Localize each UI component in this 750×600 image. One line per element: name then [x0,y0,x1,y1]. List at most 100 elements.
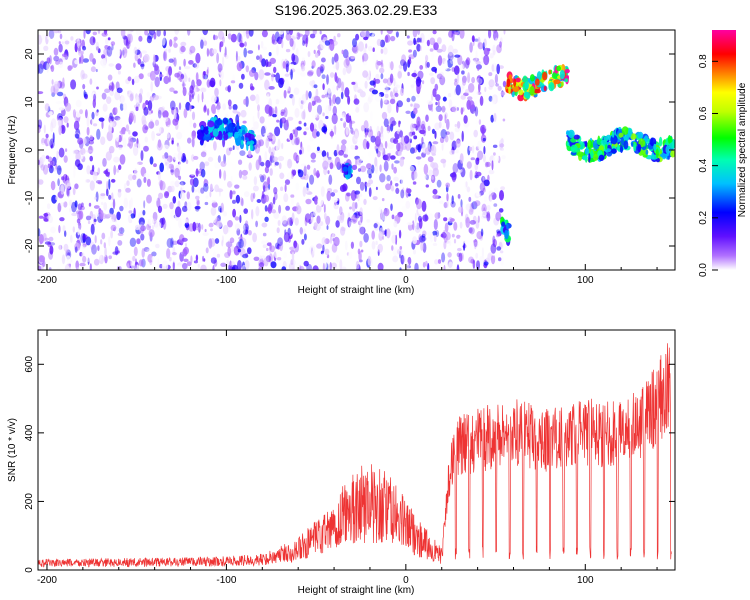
spectrogram-noise-blob [482,154,486,163]
spectrogram-noise-blob [264,187,270,192]
spectrogram-noise-blob [434,83,439,91]
spectrogram-noise-blob [231,190,236,195]
spectrogram-noise-blob [287,160,291,166]
spectrogram-noise-blob [63,230,67,237]
spectrogram-noise-blob [202,98,206,103]
spectrogram-noise-blob [47,36,51,40]
spectrogram-noise-blob [62,225,66,232]
spectrogram-noise-blob [454,78,458,83]
spectrogram-noise-blob [117,70,121,75]
spectrogram-noise-blob [66,188,70,196]
spectrogram-noise-blob [412,236,418,245]
spectrogram-noise-blob [180,45,186,53]
spectrogram-noise-blob [316,146,320,151]
spectrogram-noise-blob [132,145,139,157]
spectrogram-noise-blob [194,86,197,96]
spectrogram-noise-blob [406,265,411,269]
spectrogram-noise-blob [56,91,64,97]
spectrogram-noise-blob [443,202,448,209]
spectrogram-noise-blob [363,198,367,205]
spectrogram-noise-blob [278,30,284,35]
spectrogram-noise-blob [46,203,51,210]
spectrogram-noise-blob [38,75,41,83]
spectrogram-noise-blob [303,187,310,194]
spectrogram-noise-blob [174,72,181,78]
spectrogram-noise-blob [126,180,130,187]
spectrogram-noise-blob [97,30,101,35]
spectrogram-signal-blob-4 [536,71,542,81]
spectrogram-noise-blob [71,212,78,217]
spectrogram-noise-blob [459,153,464,164]
spectrogram-noise-blob [391,214,395,220]
spectrogram-signal-blob-4 [559,69,565,80]
spectrogram-noise-blob [355,33,360,41]
spectrogram-noise-blob [191,111,196,121]
spectrogram-noise-blob [493,152,496,156]
spectrogram-noise-blob [178,160,185,172]
spectrogram-noise-blob [325,115,329,120]
spectrogram-noise-blob [107,166,112,173]
spectrogram-noise-blob [386,174,391,182]
spectrogram-signal-blob-4 [530,74,535,82]
spectrogram-noise-blob [279,172,285,180]
spectrogram-noise-blob [266,93,270,103]
spectrogram-noise-blob [389,98,396,105]
spectrogram-noise-blob [403,135,410,144]
spectrogram-noise-blob [99,249,102,261]
spectrogram-noise-blob [137,142,141,148]
spectrogram-noise-blob [479,255,485,266]
spectrogram-noise-blob [422,230,427,237]
spectrogram-noise-blob [285,32,291,41]
spectrogram-noise-blob [458,63,464,72]
spectrogram-noise-blob [239,42,245,48]
spectrogram-noise-blob [148,121,155,129]
spectrogram-noise-blob [89,241,95,250]
spectrogram-noise-blob [467,96,473,101]
spectrogram-noise-blob [230,33,237,43]
spectrogram-noise-blob [153,163,157,168]
spectrogram-noise-blob [278,77,284,89]
spectrogram-noise-blob [166,155,173,163]
spectrogram-noise-blob [269,97,273,104]
spectrogram-noise-blob [47,136,54,146]
spectrogram-noise-blob [486,204,491,211]
spectrogram-noise-blob [343,153,349,158]
spectrogram-noise-blob [101,232,106,240]
spectrogram-noise-blob [446,118,450,130]
spectrogram-signal-blob-4 [553,79,561,85]
spectrogram-noise-blob [439,200,444,204]
spectrogram-noise-blob [212,265,215,270]
spectrogram-noise-blob [141,119,147,126]
spectrogram-noise-blob [491,254,496,265]
spectrogram-noise-blob [172,260,175,270]
spectrogram-noise-blob [406,263,409,270]
spectrogram-noise-blob [498,208,504,213]
spectrogram-noise-blob [272,113,277,118]
spectrogram-noise-blob [482,42,485,51]
spectrogram-noise-blob [489,52,494,59]
spectrogram-noise-blob [140,63,145,67]
spectrogram-noise-blob [292,129,296,135]
spectrogram-noise-blob [98,117,105,122]
spectrogram-noise-blob [230,175,233,185]
spectrogram-noise-blob [182,218,189,224]
spectrogram-noise-blob [439,107,447,111]
spectrogram-noise-blob [258,139,264,147]
spectrogram-noise-blob [412,49,417,58]
spectrogram-signal-blob-5 [630,133,637,140]
spectrogram-noise-blob [414,262,419,270]
spectrogram-noise-blob [119,205,124,212]
spectrogram-noise-blob [395,187,400,194]
spectrogram-signal-blob-4 [524,81,529,90]
spectrogram-signal-blob-5 [658,136,663,147]
spectrogram-noise-blob [138,259,144,267]
spectrogram-noise-blob [307,71,314,77]
spectrogram-noise-blob [334,124,337,135]
spectrogram-noise-blob [237,248,242,253]
spectrogram-noise-blob [437,100,440,107]
spectrogram-noise-blob [432,141,439,145]
spectrogram-noise-blob [92,31,98,36]
spectrogram-noise-blob [188,60,194,65]
spectrogram-noise-blob [184,222,189,229]
spectrogram-noise-blob [303,60,306,67]
